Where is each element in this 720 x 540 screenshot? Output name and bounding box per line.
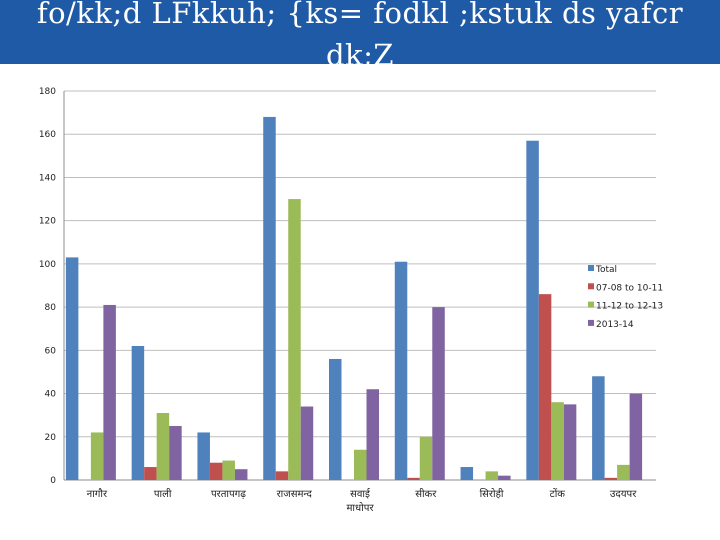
bar: [65, 257, 79, 480]
x-tick-label: राजसमन्द: [277, 489, 313, 500]
legend-swatch: [588, 319, 594, 326]
bar: [460, 467, 474, 480]
bar: [300, 406, 314, 480]
bar: [419, 436, 433, 480]
bar: [526, 140, 539, 480]
bar: [209, 462, 223, 480]
bar: [131, 346, 145, 480]
bar: [329, 358, 342, 480]
bar: [551, 402, 564, 480]
y-tick-label: 100: [39, 260, 56, 270]
bar: [407, 477, 420, 480]
x-tick-label: नागौर: [87, 488, 108, 500]
x-tick-label: माधोपर: [346, 502, 374, 514]
legend-label: 2013-14: [596, 320, 634, 330]
x-tick-label: सवाई: [350, 488, 371, 500]
x-tick-label: परतापगढ़: [211, 489, 246, 500]
bar: [538, 294, 552, 480]
legend-label: 07-08 to 10-11: [596, 283, 663, 293]
y-tick-label: 120: [39, 217, 56, 227]
y-tick-label: 20: [45, 433, 57, 443]
bar: [103, 304, 116, 480]
x-tick-label: टोंक: [550, 488, 566, 500]
slide-title: fo/kk;d LFkkuh; {ks= fodkl ;kstuk ds yaf…: [36, 0, 684, 64]
bar: [366, 389, 379, 480]
y-tick-label: 180: [39, 87, 56, 97]
bar: [197, 432, 210, 480]
bar: [394, 261, 408, 480]
y-tick-label: 80: [45, 303, 57, 313]
bar: [222, 460, 235, 480]
y-tick-label: 140: [39, 173, 56, 183]
legend-swatch: [588, 265, 594, 271]
bar: [169, 425, 182, 480]
x-tick-label: उदयपर: [610, 489, 637, 500]
bar: [275, 471, 289, 480]
bar: [485, 471, 499, 480]
bar: [144, 467, 157, 480]
bar: [563, 404, 577, 480]
legend-label: 11-12 to 12-13: [596, 302, 663, 312]
bar: [354, 449, 367, 480]
y-tick-label: 60: [45, 346, 57, 356]
bar: [617, 464, 630, 480]
x-tick-label: पाली: [154, 488, 172, 500]
bar: [156, 413, 170, 480]
bar: [263, 116, 276, 480]
y-tick-label: 0: [50, 476, 56, 486]
bar: [288, 199, 301, 481]
x-tick-label: सीकर: [415, 488, 437, 500]
bar: [498, 475, 511, 480]
legend-swatch: [588, 301, 594, 308]
bar: [629, 393, 643, 480]
bar: [592, 376, 605, 480]
bar: [234, 469, 248, 480]
legend-label: Total: [595, 265, 617, 275]
bar: [604, 477, 618, 480]
bar: [90, 432, 104, 480]
title-bar: fo/kk;d LFkkuh; {ks= fodkl ;kstuk ds yaf…: [0, 0, 720, 64]
y-tick-label: 160: [39, 130, 56, 140]
x-tick-label: सिरोही: [480, 488, 504, 500]
y-tick-label: 40: [45, 390, 57, 400]
bar: [432, 307, 445, 480]
legend-swatch: [588, 283, 594, 290]
